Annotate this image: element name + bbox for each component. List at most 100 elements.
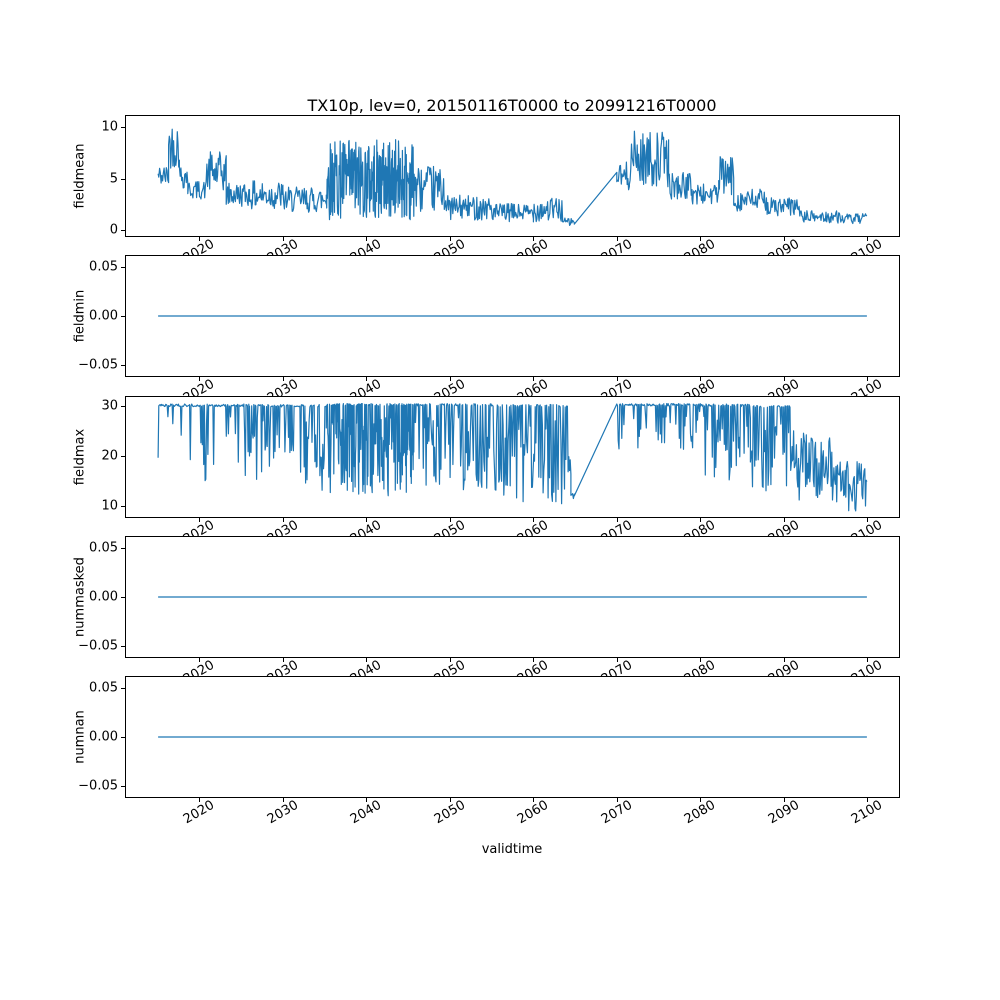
x-tick-mark — [533, 518, 535, 522]
x-tick-label: 2040 — [348, 797, 385, 828]
x-tick-mark — [533, 798, 535, 802]
x-tick-mark — [449, 237, 451, 241]
y-tick-labels: 10 20 30 — [0, 396, 118, 518]
x-tick-mark — [616, 237, 618, 241]
x-tick-mark — [700, 237, 702, 241]
fieldmean-line-series — [157, 128, 868, 227]
x-tick-mark — [867, 377, 869, 381]
plot-area-fieldmin — [125, 255, 900, 377]
x-tick-mark — [700, 798, 702, 802]
plot-area-fieldmean — [125, 115, 900, 237]
x-tick-mark — [783, 237, 785, 241]
subplot-nummasked: nummasked −0.05 0.00 0.05 2020 2030 2040 2050… — [0, 536, 1000, 706]
y-tick-label: −0.05 — [78, 357, 118, 373]
x-tick-label: 2060 — [515, 797, 552, 828]
subplot-fieldmean: fieldmean 0 5 10 2020 2030 2040 2050 2060 2070 2… — [0, 115, 1000, 285]
y-tick-labels: −0.05 0.00 0.05 — [0, 676, 118, 798]
y-tick-mark — [121, 645, 125, 647]
subplot-numnan: numnan −0.05 0.00 0.05 2020 2030 2040 2050 206… — [0, 676, 1000, 846]
x-tick-mark — [449, 377, 451, 381]
x-tick-label: 2090 — [765, 797, 802, 828]
x-tick-mark — [366, 518, 368, 522]
x-tick-mark — [867, 518, 869, 522]
plot-area-nummasked — [125, 536, 900, 658]
fieldmean-polyline — [157, 128, 868, 227]
x-tick-mark — [366, 377, 368, 381]
x-tick-mark — [616, 377, 618, 381]
subplot-fieldmax: fieldmax 10 20 30 2020 2030 2040 2050 2060 2070… — [0, 396, 1000, 566]
x-tick-label: 2030 — [264, 797, 302, 828]
x-tick-mark — [282, 237, 284, 241]
x-tick-mark — [867, 798, 869, 802]
y-tick-label: 0.05 — [89, 259, 118, 275]
x-tick-mark — [199, 518, 201, 522]
y-tick-labels: 0 5 10 — [0, 115, 118, 237]
y-tick-mark — [121, 126, 125, 128]
x-tick-mark — [282, 518, 284, 522]
x-tick-mark — [449, 658, 451, 662]
x-tick-mark — [366, 658, 368, 662]
y-tick-mark — [121, 405, 125, 407]
subplot-fieldmin: fieldmin −0.05 0.00 0.05 2020 2030 2040 2050 2… — [0, 255, 1000, 425]
x-tick-mark — [449, 798, 451, 802]
x-tick-mark — [366, 798, 368, 802]
y-tick-mark — [121, 230, 125, 232]
x-tick-mark — [700, 658, 702, 662]
x-tick-mark — [867, 658, 869, 662]
y-tick-label: 10 — [101, 119, 118, 135]
x-tick-mark — [867, 237, 869, 241]
y-tick-label: 20 — [101, 448, 118, 464]
numnan-line-series — [158, 736, 867, 738]
y-tick-label: 0.00 — [89, 729, 118, 745]
x-tick-mark — [282, 798, 284, 802]
fieldmax-line-series — [157, 402, 868, 512]
nummasked-line-series — [158, 596, 867, 598]
y-tick-label: 10 — [101, 498, 118, 514]
x-tick-mark — [199, 798, 201, 802]
y-tick-label: 0.05 — [89, 680, 118, 696]
y-tick-mark — [121, 455, 125, 457]
x-tick-mark — [199, 237, 201, 241]
y-tick-label: 0.00 — [89, 308, 118, 324]
y-tick-mark — [121, 178, 125, 180]
plot-area-fieldmax — [125, 396, 900, 518]
y-tick-mark — [121, 737, 125, 738]
plot-area-numnan — [125, 676, 900, 798]
y-tick-mark — [121, 548, 125, 550]
x-tick-mark — [616, 658, 618, 662]
y-tick-label: −0.05 — [78, 778, 118, 794]
x-tick-mark — [533, 377, 535, 381]
y-tick-labels: −0.05 0.00 0.05 — [0, 536, 118, 658]
y-tick-label: 0.00 — [89, 589, 118, 605]
x-tick-mark — [449, 518, 451, 522]
y-tick-labels: −0.05 0.00 0.05 — [0, 255, 118, 377]
y-tick-mark — [121, 785, 125, 787]
y-tick-mark — [121, 267, 125, 269]
y-tick-label: 0 — [109, 222, 118, 238]
x-tick-label: 2070 — [598, 797, 635, 828]
y-tick-mark — [121, 316, 125, 317]
x-tick-mark — [783, 518, 785, 522]
x-tick-mark — [700, 377, 702, 381]
y-tick-label: 0.05 — [89, 540, 118, 556]
fieldmin-line-series — [158, 315, 867, 317]
y-tick-mark — [121, 364, 125, 366]
y-tick-label: 30 — [101, 398, 118, 414]
x-tick-mark — [700, 518, 702, 522]
x-tick-mark — [783, 377, 785, 381]
x-tick-label: 2050 — [431, 797, 468, 828]
x-tick-mark — [366, 237, 368, 241]
y-tick-label: 5 — [109, 171, 118, 187]
x-tick-mark — [533, 237, 535, 241]
x-tick-mark — [199, 377, 201, 381]
y-tick-mark — [121, 505, 125, 507]
y-tick-label: −0.05 — [78, 638, 118, 654]
x-tick-mark — [616, 798, 618, 802]
x-tick-label: 2020 — [181, 797, 218, 828]
x-tick-label: 2100 — [849, 797, 886, 828]
x-tick-mark — [616, 518, 618, 522]
x-tick-mark — [783, 798, 785, 802]
y-tick-mark — [121, 597, 125, 598]
x-tick-mark — [199, 658, 201, 662]
x-tick-label: 2080 — [682, 797, 719, 828]
